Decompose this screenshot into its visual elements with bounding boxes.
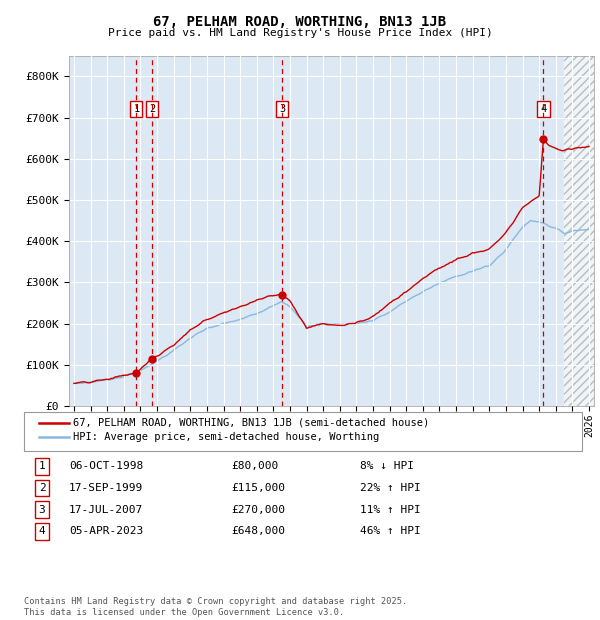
Text: Price paid vs. HM Land Registry's House Price Index (HPI): Price paid vs. HM Land Registry's House …	[107, 28, 493, 38]
Text: 1: 1	[133, 104, 140, 114]
Text: £115,000: £115,000	[231, 483, 285, 493]
Text: Contains HM Land Registry data © Crown copyright and database right 2025.
This d: Contains HM Land Registry data © Crown c…	[24, 598, 407, 617]
Text: £270,000: £270,000	[231, 505, 285, 515]
Text: 3: 3	[279, 104, 286, 114]
Text: 2: 2	[38, 483, 46, 493]
Text: 2: 2	[149, 104, 155, 114]
Text: 4: 4	[541, 104, 547, 114]
Text: HPI: Average price, semi-detached house, Worthing: HPI: Average price, semi-detached house,…	[73, 432, 379, 442]
Text: 3: 3	[38, 505, 46, 515]
Text: 11% ↑ HPI: 11% ↑ HPI	[360, 505, 421, 515]
Text: 22% ↑ HPI: 22% ↑ HPI	[360, 483, 421, 493]
Text: £648,000: £648,000	[231, 526, 285, 536]
Text: 17-JUL-2007: 17-JUL-2007	[69, 505, 143, 515]
Text: 06-OCT-1998: 06-OCT-1998	[69, 461, 143, 471]
Text: 1: 1	[38, 461, 46, 471]
Text: 8% ↓ HPI: 8% ↓ HPI	[360, 461, 414, 471]
Text: 67, PELHAM ROAD, WORTHING, BN13 1JB: 67, PELHAM ROAD, WORTHING, BN13 1JB	[154, 16, 446, 30]
Text: 4: 4	[38, 526, 46, 536]
Text: 67, PELHAM ROAD, WORTHING, BN13 1JB (semi-detached house): 67, PELHAM ROAD, WORTHING, BN13 1JB (sem…	[73, 418, 430, 428]
Bar	[564, 56, 598, 406]
Text: 17-SEP-1999: 17-SEP-1999	[69, 483, 143, 493]
Text: £80,000: £80,000	[231, 461, 278, 471]
Bar	[564, 56, 598, 406]
Text: 46% ↑ HPI: 46% ↑ HPI	[360, 526, 421, 536]
Text: 05-APR-2023: 05-APR-2023	[69, 526, 143, 536]
